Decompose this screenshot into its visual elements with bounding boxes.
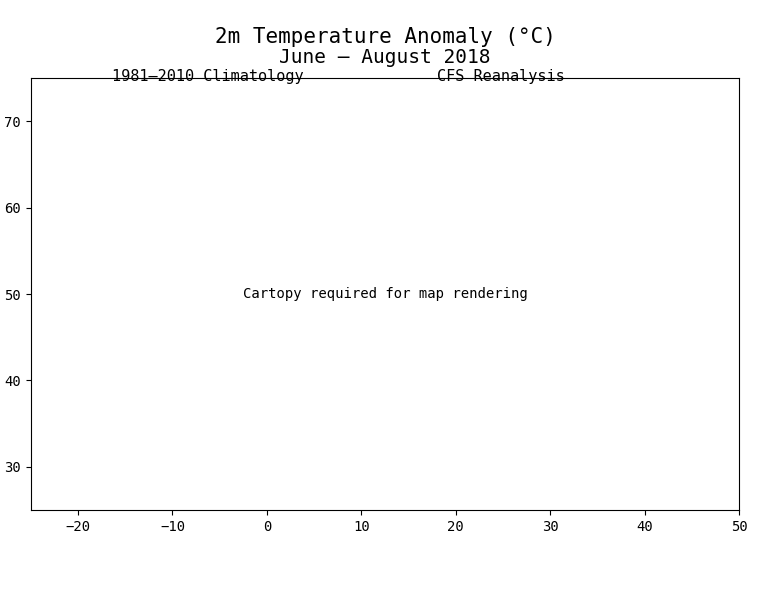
Text: June – August 2018: June – August 2018 <box>280 48 490 67</box>
Text: CFS Reanalysis: CFS Reanalysis <box>437 69 564 84</box>
Text: Cartopy required for map rendering: Cartopy required for map rendering <box>243 287 527 301</box>
Text: 2m Temperature Anomaly (°C): 2m Temperature Anomaly (°C) <box>215 27 555 47</box>
Text: 1981–2010 Climatology: 1981–2010 Climatology <box>112 69 303 84</box>
